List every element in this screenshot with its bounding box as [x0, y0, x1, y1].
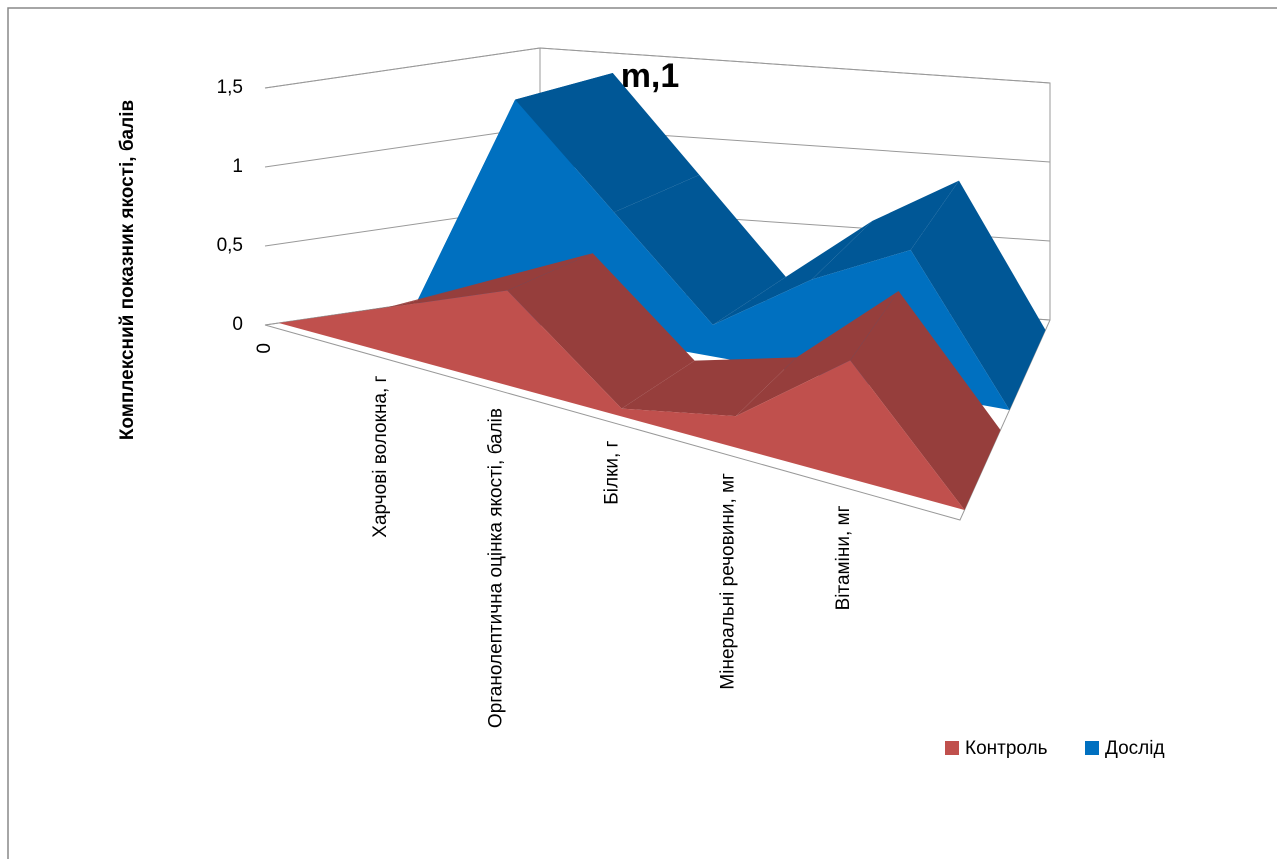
area [278, 290, 965, 510]
y-axis-title: Комплексний показник якості, балів [117, 100, 138, 440]
area-top [712, 220, 873, 325]
x-tick-label: Білки, г [602, 440, 623, 504]
area-top [850, 291, 1001, 510]
y-tick-label: 1,5 [217, 77, 243, 98]
x-tick-label: Вітаміни, мг [833, 505, 854, 610]
y-tick-label: 0,5 [217, 235, 243, 256]
area-top [735, 291, 899, 417]
y-tick-label: 1 [232, 156, 243, 177]
x-tick-label: Мінеральні речовини, мг [717, 473, 738, 690]
area-top [811, 180, 959, 280]
area-top [910, 180, 1046, 410]
legend-label: Дослід [1105, 738, 1165, 759]
x-tick-label: Харчові волокна, г [370, 375, 391, 537]
legend-swatch [945, 741, 959, 755]
area-top [621, 357, 797, 417]
legend-swatch [1085, 741, 1099, 755]
area-top [614, 174, 786, 325]
area-top [393, 253, 593, 307]
grid-line [264, 47, 1051, 89]
legend-label: Контроль [965, 738, 1048, 759]
chart-title: m,1 [621, 57, 680, 95]
y-tick-label: 0 [232, 314, 243, 335]
x-tick-label: 0 [254, 343, 275, 354]
x-tick-label: Органолептична оцінка якості, балів [486, 408, 507, 728]
area-top [515, 72, 700, 213]
area-top [507, 253, 695, 409]
